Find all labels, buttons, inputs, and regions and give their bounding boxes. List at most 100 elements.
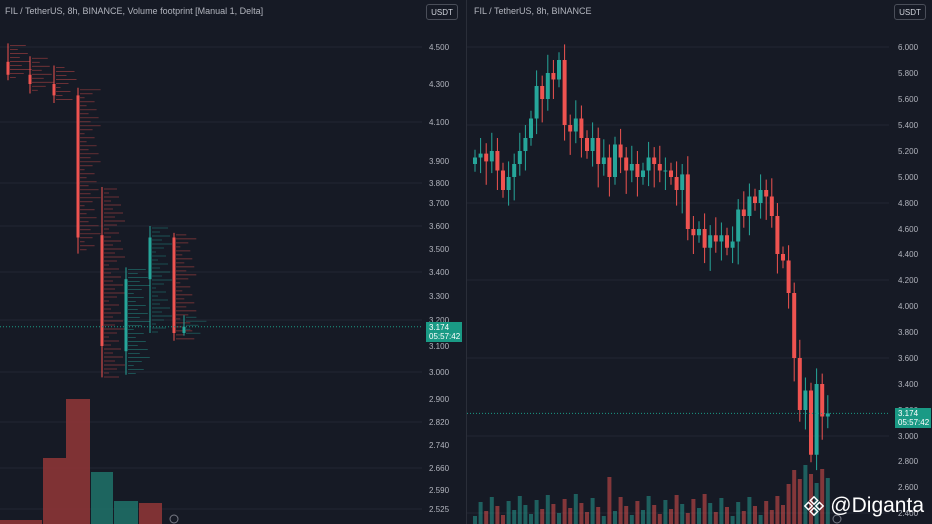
right-volume-bar	[540, 509, 545, 524]
right-price-tick: 5.000	[898, 173, 919, 182]
right-candle-body	[713, 235, 718, 242]
right-price-tick: 3.400	[898, 380, 919, 389]
right-candle-body	[657, 164, 662, 171]
left-countdown: 05:57:42	[429, 332, 461, 341]
right-price-tick: 2.800	[898, 457, 919, 466]
left-price-tick: 3.700	[429, 199, 450, 208]
right-volume-bar	[820, 469, 825, 524]
left-candle-body	[28, 74, 32, 84]
right-volume-bar	[719, 498, 724, 524]
right-current-price-tag: 3.174 05:57:42	[895, 408, 931, 428]
right-volume-bar	[551, 504, 556, 524]
right-candle-body	[730, 241, 735, 248]
right-candle-body	[646, 157, 651, 171]
right-volume-bar	[814, 483, 819, 524]
right-candle-body	[506, 177, 511, 190]
left-chart-canvas[interactable]: 4.500 4.300 4.100 3.900 3.800 3.700 3.600 3.500…	[0, 0, 466, 524]
right-volume-bar	[573, 494, 578, 524]
right-volume-bar	[635, 501, 640, 524]
right-volume-bar	[568, 508, 573, 524]
right-candle-body	[478, 153, 483, 158]
right-volume-bar	[786, 484, 791, 524]
right-candle-body	[747, 196, 752, 216]
right-candle-body	[601, 157, 606, 164]
left-volume-profile-bar	[91, 472, 113, 524]
right-chart-canvas[interactable]: 6.000 5.800 5.600 5.400 5.200 5.000 4.800 4.600…	[467, 0, 932, 524]
left-chart-nav-icon	[169, 514, 179, 524]
left-volume-profile-bar	[43, 458, 66, 524]
right-candle-body	[719, 235, 724, 242]
right-volume-bar	[646, 496, 651, 524]
left-currency-button[interactable]: USDT	[426, 4, 458, 20]
right-chart-title: FIL / TetherUS, 8h, BINANCE	[474, 6, 592, 16]
right-volume-bar	[517, 496, 522, 524]
right-volume-bar	[725, 507, 729, 524]
right-candle-body	[624, 157, 629, 171]
watermark-text: @Diganta	[830, 494, 924, 517]
left-price-tick: 3.600	[429, 222, 450, 231]
left-candle-body	[124, 279, 128, 352]
left-price-tick: 2.660	[429, 464, 450, 473]
left-price-tick: 4.500	[429, 43, 450, 52]
right-candle-body	[797, 358, 802, 410]
right-candle-body	[629, 164, 634, 171]
right-price-tick: 5.400	[898, 121, 919, 130]
right-volume-bar	[484, 511, 489, 524]
right-price-tick: 4.400	[898, 250, 919, 259]
right-candle-body	[741, 209, 746, 216]
right-candle-body	[585, 138, 589, 151]
right-candle-body	[596, 138, 601, 164]
right-volume-bar	[702, 494, 707, 524]
right-candle-body	[702, 229, 707, 248]
right-candle-body	[545, 73, 550, 99]
right-candle-body	[708, 235, 713, 248]
right-volume-bar	[618, 497, 623, 524]
right-candle-body	[512, 164, 517, 177]
left-volume-profile-bar	[139, 503, 162, 524]
left-candle-body	[52, 84, 56, 96]
right-price-tick: 5.200	[898, 147, 919, 156]
right-volume-bar	[708, 503, 713, 524]
right-chart-pane[interactable]: 6.000 5.800 5.600 5.400 5.200 5.000 4.800 4.600…	[466, 0, 932, 524]
right-volume-bar	[797, 479, 802, 524]
right-candle-body	[618, 144, 623, 158]
left-price-tick: 3.100	[429, 342, 450, 351]
right-candle-body	[669, 170, 673, 177]
right-candle-body	[674, 177, 679, 190]
right-volume-bar	[641, 510, 645, 524]
right-candle-body	[753, 196, 757, 203]
left-volume-profile-bar	[0, 520, 42, 524]
right-volume-bar	[512, 510, 517, 524]
right-volume-bar	[792, 470, 797, 524]
right-price-tick: 3.000	[898, 432, 919, 441]
right-candle-body	[809, 390, 813, 455]
right-volume-bar	[523, 505, 528, 524]
right-price-tick: 5.600	[898, 95, 919, 104]
left-chart-pane[interactable]: 4.500 4.300 4.100 3.900 3.800 3.700 3.600 3.500…	[0, 0, 466, 524]
right-volume-bar	[825, 478, 830, 524]
right-price-tick: 4.600	[898, 225, 919, 234]
right-price-tick: 3.600	[898, 354, 919, 363]
left-volume-profile-bar	[66, 399, 90, 524]
right-candle-body	[590, 138, 595, 151]
right-candle-body	[781, 254, 785, 261]
right-volume-bar	[562, 499, 567, 524]
right-candle-body	[551, 73, 556, 80]
right-volume-bar	[713, 512, 718, 524]
right-price-tick: 6.000	[898, 43, 919, 52]
right-volume-bar	[489, 497, 494, 524]
right-currency-button[interactable]: USDT	[894, 4, 926, 20]
right-price-tick: 3.800	[898, 328, 919, 337]
right-volume-bar	[534, 500, 539, 524]
left-candle-body	[6, 61, 10, 75]
right-candle-body	[769, 196, 774, 216]
right-volume-bar	[730, 516, 735, 524]
right-candle-body	[820, 384, 825, 417]
left-price-tick: 4.100	[429, 118, 450, 127]
right-volume-bar	[629, 515, 634, 524]
right-volume-bar	[473, 516, 477, 524]
left-price-tick: 3.800	[429, 179, 450, 188]
right-volume-bar	[601, 516, 606, 524]
left-current-price: 3.174	[429, 323, 450, 332]
